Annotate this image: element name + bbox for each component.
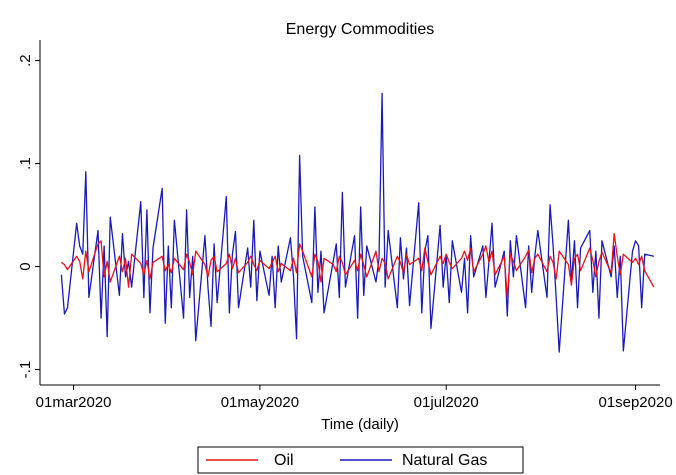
line xyxy=(60,92,655,353)
x-tick-label: 01jul2020 xyxy=(414,394,479,411)
y-tick-label: 0 xyxy=(17,262,34,270)
y-tick-label: .2 xyxy=(17,54,34,67)
legend-label: Oil xyxy=(274,452,294,469)
line xyxy=(61,232,655,299)
y-tick-label: .1 xyxy=(17,157,34,170)
legend: Oil Natural Gas xyxy=(197,446,524,474)
chart-title: Energy Commodities xyxy=(286,21,435,38)
y-tick-label: -.1 xyxy=(17,361,34,379)
x-tick-label: 01mar2020 xyxy=(36,394,112,411)
legend-label: Natural Gas xyxy=(402,452,487,469)
x-tick-label: 01sep2020 xyxy=(598,394,672,411)
x-tick-label: 01may2020 xyxy=(221,394,299,411)
x-axis-title: Time (daily) xyxy=(321,416,399,433)
